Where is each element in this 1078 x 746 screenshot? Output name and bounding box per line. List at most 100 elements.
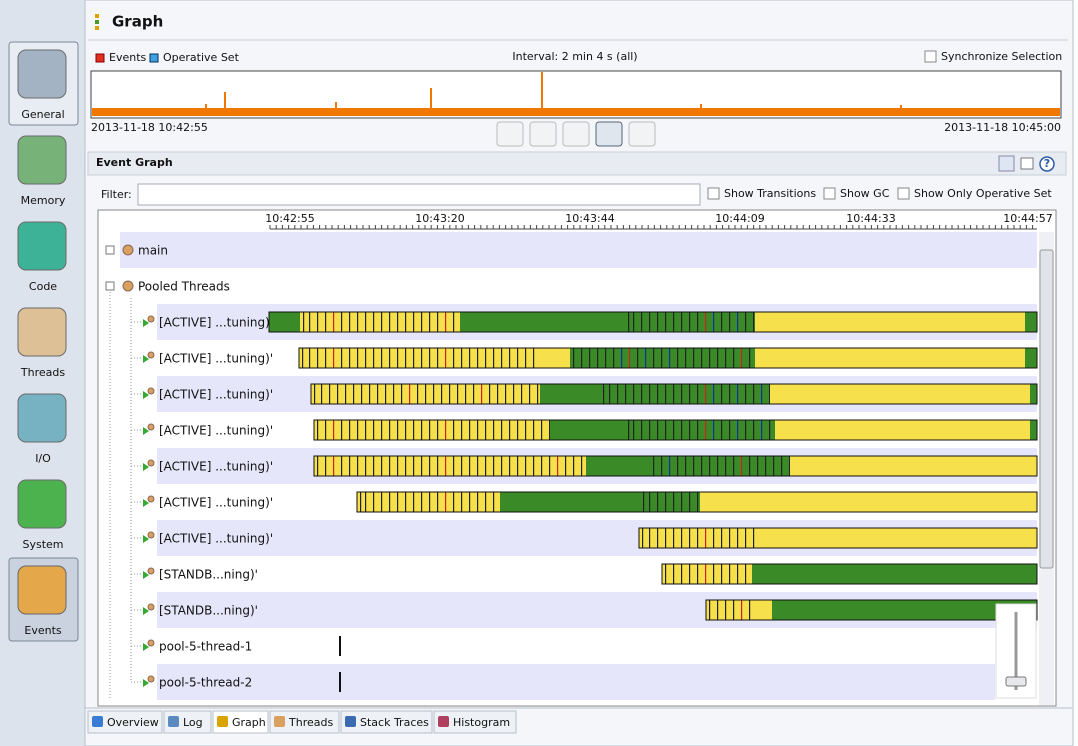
nav-button[interactable] <box>496 121 524 147</box>
state-segment <box>755 312 1025 332</box>
row-label[interactable]: [ACTIVE] ...tuning)' <box>159 424 273 438</box>
state-segment <box>770 384 1030 404</box>
nav-button[interactable] <box>595 121 623 147</box>
checkbox-label[interactable]: Show GC <box>840 187 890 200</box>
event-stripe <box>445 492 447 512</box>
event-stripe <box>453 492 455 512</box>
tab-label[interactable]: Overview <box>107 716 159 729</box>
tab-icon[interactable] <box>438 716 449 727</box>
nav-icon[interactable] <box>17 565 67 615</box>
event-stripe <box>361 384 363 404</box>
event-stripe <box>421 420 423 440</box>
event-stripe <box>737 564 739 584</box>
row-label[interactable]: Pooled Threads <box>138 280 230 294</box>
row-label[interactable]: pool-5-thread-1 <box>159 640 252 654</box>
event-stripe <box>493 492 495 512</box>
help-icon[interactable]: ? <box>1044 157 1050 170</box>
event-stripe <box>705 528 707 548</box>
row-label[interactable]: [ACTIVE] ...tuning)' <box>159 352 273 366</box>
nav-item-label[interactable]: Memory <box>21 194 66 207</box>
tab[interactable] <box>433 710 517 734</box>
nav-item-label[interactable]: I/O <box>35 452 51 465</box>
nav-icon[interactable] <box>17 49 67 99</box>
zoom-button[interactable] <box>998 155 1015 172</box>
nav-icon[interactable] <box>17 307 67 357</box>
tab[interactable] <box>269 710 340 734</box>
tab-icon[interactable] <box>345 716 356 727</box>
row-label[interactable]: [STANDB...ning)' <box>159 604 258 618</box>
checkbox-label[interactable]: Synchronize Selection <box>941 50 1062 63</box>
slider-handle[interactable] <box>1005 676 1027 687</box>
checkbox-label[interactable]: Show Transitions <box>724 187 816 200</box>
help-button[interactable] <box>1039 156 1055 172</box>
row-label[interactable]: [ACTIVE] ...tuning)' <box>159 460 273 474</box>
nav-item-label[interactable]: Events <box>24 624 62 637</box>
event-stripe <box>589 348 591 368</box>
row-label[interactable]: [ACTIVE] ...tuning)' <box>159 496 273 510</box>
scroll-thumb[interactable] <box>1039 249 1054 569</box>
event-stripe <box>421 456 423 476</box>
event-stripe <box>445 456 447 476</box>
event-stripe <box>481 384 483 404</box>
thread-icon <box>147 423 155 431</box>
row-label[interactable]: pool-5-thread-2 <box>159 676 252 690</box>
checkbox[interactable] <box>897 187 910 200</box>
thread-bar-outline <box>661 563 1038 585</box>
event-stripe <box>497 384 499 404</box>
nav-item-label[interactable]: General <box>21 108 64 121</box>
event-stripe <box>477 348 479 368</box>
header-icon <box>95 26 99 30</box>
tab-label[interactable]: Log <box>183 716 203 729</box>
select-button[interactable] <box>1020 157 1034 170</box>
nav-item-label[interactable]: Threads <box>20 366 65 379</box>
nav-icon[interactable] <box>17 221 67 271</box>
checkbox[interactable] <box>707 187 720 200</box>
nav-button[interactable] <box>628 121 656 147</box>
nav-icon[interactable] <box>17 479 67 529</box>
state-segment <box>790 456 1037 476</box>
event-stripe <box>721 312 723 332</box>
tab-icon[interactable] <box>217 716 228 727</box>
event-stripe <box>469 348 471 368</box>
nav-button[interactable] <box>562 121 590 147</box>
expander[interactable] <box>105 245 115 255</box>
checkbox-label[interactable]: Show Only Operative Set <box>914 187 1052 200</box>
event-stripe <box>381 348 383 368</box>
tab-icon[interactable] <box>168 716 179 727</box>
tab-icon[interactable] <box>274 716 285 727</box>
checkbox[interactable] <box>924 50 937 63</box>
tab-icon[interactable] <box>92 716 103 727</box>
checkbox[interactable] <box>823 187 836 200</box>
event-stripe <box>525 456 527 476</box>
event-stripe <box>769 420 771 440</box>
row-label[interactable]: [ACTIVE] ...tuning)' <box>159 388 273 402</box>
thread-icon <box>143 355 149 363</box>
event-stripe <box>617 384 619 404</box>
event-stripe <box>341 312 343 332</box>
event-stripe <box>745 528 747 548</box>
row-label[interactable]: main <box>138 244 168 258</box>
event-stripe <box>653 456 655 476</box>
tab-label[interactable]: Stack Traces <box>360 716 429 729</box>
event-stripe <box>737 528 739 548</box>
row-label[interactable]: [ACTIVE] ...tuning)' <box>159 532 273 546</box>
tab[interactable] <box>340 710 433 734</box>
tab-label[interactable]: Graph <box>232 716 266 729</box>
nav-item-label[interactable]: System <box>22 538 63 551</box>
filter-input[interactable] <box>137 183 701 206</box>
tab-label[interactable]: Histogram <box>453 716 510 729</box>
nav-item-label[interactable]: Code <box>29 280 57 293</box>
nav-icon[interactable] <box>17 393 67 443</box>
nav-button[interactable] <box>529 121 557 147</box>
row-background <box>120 232 1037 268</box>
expander[interactable] <box>105 281 115 291</box>
event-stripe <box>673 492 675 512</box>
event-stripe <box>697 492 699 512</box>
row-label[interactable]: [STANDB...ning)' <box>159 568 258 582</box>
event-stripe <box>729 528 731 548</box>
nav-icon[interactable] <box>17 135 67 185</box>
thread-icon <box>147 639 155 647</box>
row-label[interactable]: [ACTIVE] ...tuning)' <box>159 316 273 330</box>
tab-label[interactable]: Threads <box>288 716 333 729</box>
tab[interactable] <box>87 710 163 734</box>
